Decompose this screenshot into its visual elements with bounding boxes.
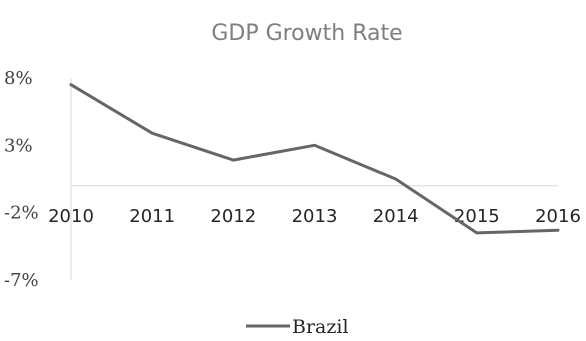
x-tick-label: 2012: [210, 206, 256, 227]
x-tick-label: 2016: [535, 206, 581, 227]
x-tick-label: 2014: [373, 206, 419, 227]
x-tick-label: 2013: [292, 206, 338, 227]
y-tick-label: 8%: [4, 68, 33, 89]
legend-label-brazil: Brazil: [292, 316, 349, 338]
x-tick-label: 2011: [129, 206, 175, 227]
x-tick-label: 2015: [454, 206, 500, 227]
series-line-brazil: [69, 83, 560, 235]
series-layer: [69, 83, 560, 235]
legend: Brazil: [246, 316, 349, 338]
y-tick-label: -7%: [4, 270, 39, 291]
chart-title: GDP Growth Rate: [211, 21, 402, 46]
x-tick-label: 2010: [48, 206, 94, 227]
y-tick-label: 3%: [4, 135, 33, 156]
y-tick-label: -2%: [4, 203, 39, 224]
x-axis: 2010 2011 2012 2013 2014 2015 2016: [48, 185, 581, 227]
y-axis: 8% 3% -2% -7%: [4, 68, 72, 291]
